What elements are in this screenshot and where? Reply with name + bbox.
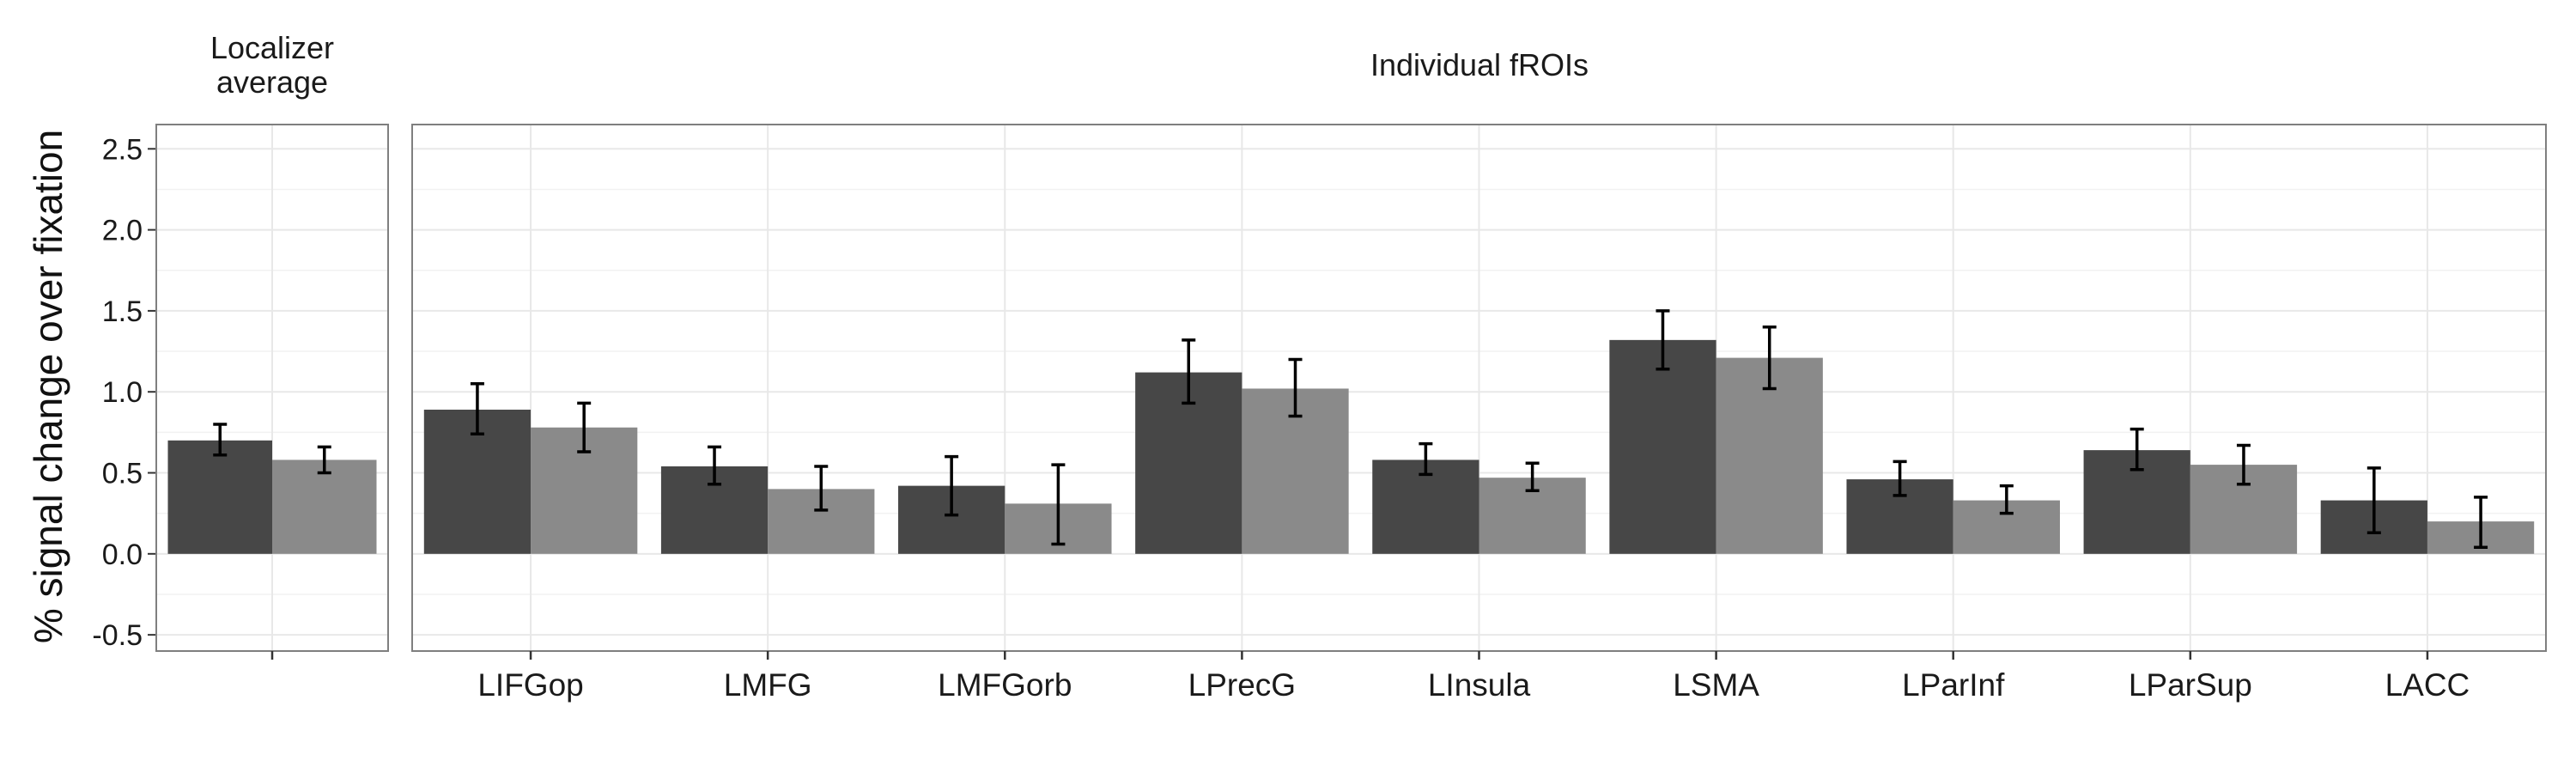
y-tick-label: 0.5: [102, 458, 143, 490]
x-category-label: LMFG: [724, 667, 812, 703]
facet-strip-label: Individual fROIs: [1370, 47, 1589, 82]
y-tick-label: 1.5: [102, 295, 143, 328]
y-tick-label: 1.0: [102, 376, 143, 409]
x-category-label: LPrecG: [1188, 667, 1296, 703]
bar: [272, 460, 377, 554]
x-category-label: LIFGop: [477, 667, 583, 703]
y-tick-label: -0.5: [92, 619, 143, 652]
facet-strip-label: Localizer: [210, 30, 334, 65]
bar: [167, 440, 272, 554]
x-category-label: LParSup: [2129, 667, 2252, 703]
facet-strip-label: average: [216, 64, 328, 100]
y-axis-title: % signal change over fixation: [26, 130, 70, 643]
bar: [1716, 357, 1823, 554]
x-category-label: LParInf: [1902, 667, 2005, 703]
x-category-label: LInsula: [1428, 667, 1531, 703]
x-category-label: LSMA: [1673, 667, 1759, 703]
x-category-label: LACC: [2385, 667, 2470, 703]
y-tick-label: 0.0: [102, 539, 143, 571]
y-tick-label: 2.5: [102, 133, 143, 166]
bar: [1609, 339, 1716, 554]
y-tick-label: 2.0: [102, 215, 143, 247]
x-category-label: LMFGorb: [938, 667, 1072, 703]
